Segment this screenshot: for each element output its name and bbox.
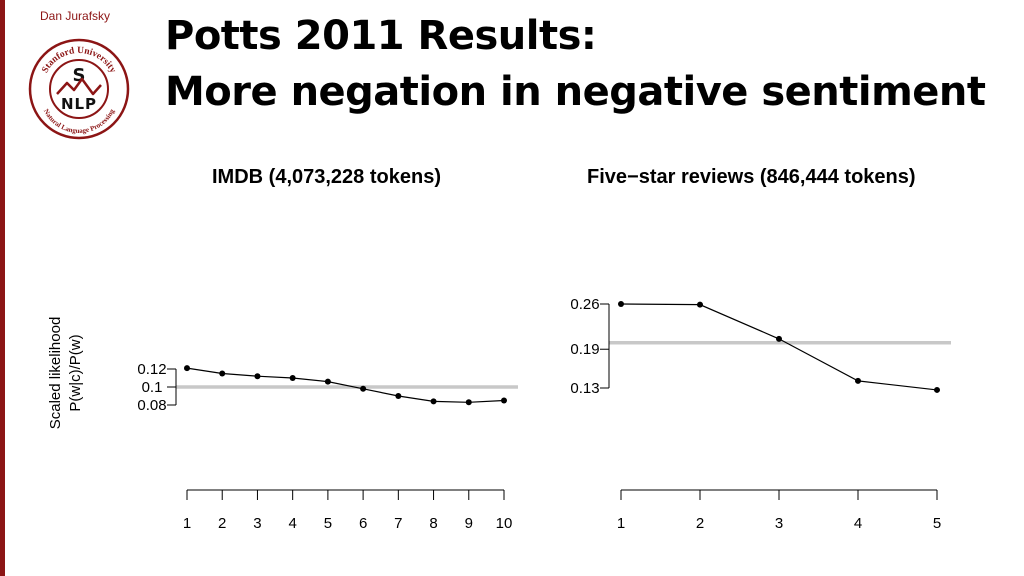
y-tick-label: 0.12 bbox=[137, 361, 166, 378]
data-point bbox=[395, 393, 402, 399]
logo-letters-bottom: NLP bbox=[61, 95, 97, 113]
chart-title-imdb: IMDB (4,073,228 tokens) bbox=[212, 166, 441, 188]
x-tick-label: 2 bbox=[218, 515, 226, 532]
x-tick-label: 10 bbox=[496, 515, 513, 532]
data-point bbox=[289, 375, 296, 381]
x-tick-label: 7 bbox=[394, 515, 402, 532]
x-tick-label: 5 bbox=[324, 515, 332, 532]
series-line bbox=[186, 367, 505, 403]
y-tick-label: 0.13 bbox=[570, 380, 599, 397]
five-star-chart: 0.13 0.19 0.26 1 2 3 4 5 bbox=[570, 296, 951, 532]
stanford-nlp-logo: Stanford University Natural Language Pro… bbox=[28, 38, 130, 140]
x-tick-label: 9 bbox=[465, 515, 473, 532]
x-tick-label: 3 bbox=[253, 515, 261, 532]
data-point bbox=[776, 335, 782, 342]
data-point bbox=[697, 301, 703, 308]
x-tick-label: 6 bbox=[359, 515, 367, 532]
y-tick-label: 0.08 bbox=[137, 397, 166, 414]
slide-title: Potts 2011 Results: More negation in neg… bbox=[165, 8, 986, 120]
title-line-1: Potts 2011 Results: bbox=[165, 13, 597, 59]
data-point bbox=[855, 377, 861, 384]
x-tick-label: 4 bbox=[854, 515, 862, 532]
x-tick-label: 1 bbox=[183, 515, 191, 532]
data-point bbox=[360, 385, 367, 392]
data-point bbox=[465, 399, 472, 406]
data-point bbox=[430, 398, 437, 405]
accent-bar bbox=[0, 0, 5, 576]
title-line-2: More negation in negative sentiment bbox=[165, 69, 986, 115]
x-tick-label: 1 bbox=[617, 515, 625, 532]
data-point bbox=[501, 397, 507, 404]
data-point bbox=[219, 370, 226, 377]
data-point bbox=[324, 378, 331, 385]
data-point bbox=[618, 301, 624, 307]
author-name: Dan Jurafsky bbox=[40, 9, 111, 23]
x-tick-label: 3 bbox=[775, 515, 783, 532]
x-tick-label: 4 bbox=[288, 515, 296, 532]
y-axis-label-line-2: P(w|c)/P(w) bbox=[67, 334, 84, 411]
chart-title-five-star: Five−star reviews (846,444 tokens) bbox=[587, 166, 916, 188]
data-point bbox=[254, 373, 261, 380]
y-tick-label: 0.19 bbox=[570, 341, 599, 358]
series-line bbox=[620, 303, 938, 391]
y-tick-label: 0.26 bbox=[570, 296, 599, 313]
x-tick-label: 2 bbox=[696, 515, 704, 532]
y-axis-label: Scaled likelihood P(w|c)/P(w) bbox=[47, 317, 84, 430]
data-point bbox=[934, 386, 940, 393]
x-tick-label: 8 bbox=[429, 515, 437, 532]
data-point bbox=[184, 365, 190, 372]
imdb-chart: 0.080.10.12 1 2 3 4 5 6 7 8 9 10 bbox=[137, 361, 518, 532]
y-tick-label: 0.1 bbox=[142, 379, 163, 396]
x-tick-label: 5 bbox=[933, 515, 941, 532]
y-axis-label-line-1: Scaled likelihood bbox=[47, 317, 64, 430]
